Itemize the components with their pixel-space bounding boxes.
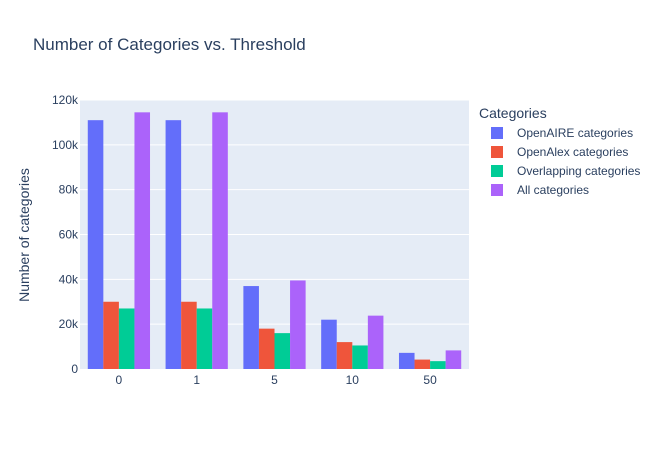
legend-swatch — [491, 146, 503, 158]
y-tick-label: 40k — [59, 272, 79, 286]
y-tick-label: 100k — [52, 138, 79, 152]
bar — [274, 333, 291, 369]
legend-label: Overlapping categories — [517, 164, 640, 178]
bar — [181, 301, 197, 369]
bar — [290, 280, 306, 369]
y-tick-label: 60k — [59, 228, 79, 242]
bar — [367, 315, 384, 369]
legend-item[interactable]: All categories — [491, 183, 589, 197]
bars — [87, 112, 462, 370]
bar — [134, 112, 151, 370]
bar — [243, 286, 259, 369]
x-tick-label: 0 — [116, 373, 123, 387]
legend-swatch — [491, 165, 503, 177]
x-tick-label: 10 — [346, 373, 360, 387]
bar — [398, 352, 415, 369]
x-tick-label: 1 — [193, 373, 200, 387]
bar — [103, 301, 119, 369]
legend-label: OpenAlex categories — [517, 145, 628, 159]
legend-swatch — [491, 184, 503, 196]
bar — [321, 319, 337, 369]
legend-label: OpenAIRE categories — [517, 126, 633, 140]
bar — [87, 120, 104, 369]
y-tick-label: 0 — [71, 362, 78, 376]
y-tick-label: 120k — [52, 93, 79, 107]
legend-item[interactable]: OpenAIRE categories — [491, 126, 633, 140]
x-tick-label: 50 — [423, 373, 437, 387]
x-tick-label: 5 — [271, 373, 278, 387]
y-axis-ticks: 0 20k 40k 60k 80k 100k 120k — [52, 93, 79, 376]
bar — [165, 120, 182, 369]
y-axis-title: Number of categories — [16, 168, 32, 302]
bar — [212, 112, 228, 370]
legend-label: All categories — [517, 183, 589, 197]
bar — [352, 345, 368, 369]
legend-title: Categories — [479, 105, 547, 121]
bar — [414, 359, 431, 369]
y-tick-label: 80k — [59, 183, 79, 197]
bar — [118, 308, 135, 369]
bar — [445, 350, 462, 369]
bar — [258, 328, 275, 369]
x-axis-ticks: 0 1 5 10 50 — [116, 373, 438, 387]
y-tick-label: 20k — [59, 317, 79, 331]
legend-item[interactable]: OpenAlex categories — [491, 145, 628, 159]
bar — [196, 308, 213, 369]
bar — [336, 342, 353, 369]
legend: Categories OpenAIRE categories OpenAlex c… — [479, 105, 640, 197]
legend-item[interactable]: Overlapping categories — [491, 164, 640, 178]
bar — [430, 361, 446, 369]
chart-title: Number of Categories vs. Threshold — [33, 35, 306, 54]
legend-swatch — [491, 127, 503, 139]
